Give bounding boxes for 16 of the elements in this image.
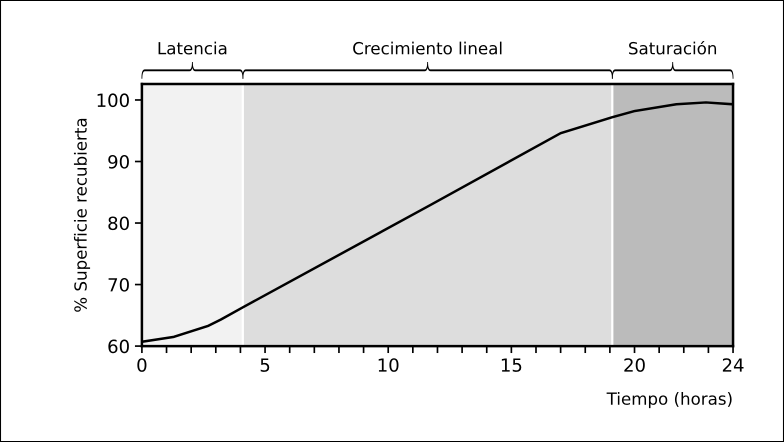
x-tick-label: 15 (502, 358, 522, 372)
y-tick-label: 60 (108, 340, 129, 354)
x-tick-label: 0 (137, 358, 146, 372)
band-label: Saturación (629, 40, 716, 55)
x-axis-title: Tiempo (horas) (606, 392, 732, 408)
y-tick-label: 70 (108, 278, 129, 292)
y-tick-label: 100 (98, 93, 129, 108)
band-label: Latencia (158, 42, 226, 55)
y-tick-label: 80 (108, 216, 129, 230)
y-tick-label: 90 (108, 154, 129, 169)
y-axis-title: % Superficie recubierta (74, 118, 90, 312)
x-tick-label: 10 (378, 358, 398, 372)
x-tick-label: 5 (260, 358, 270, 372)
x-tick-label: 20 (624, 358, 645, 372)
x-tick-label: 24 (722, 358, 744, 372)
band-label: Crecimiento lineal (353, 42, 502, 55)
